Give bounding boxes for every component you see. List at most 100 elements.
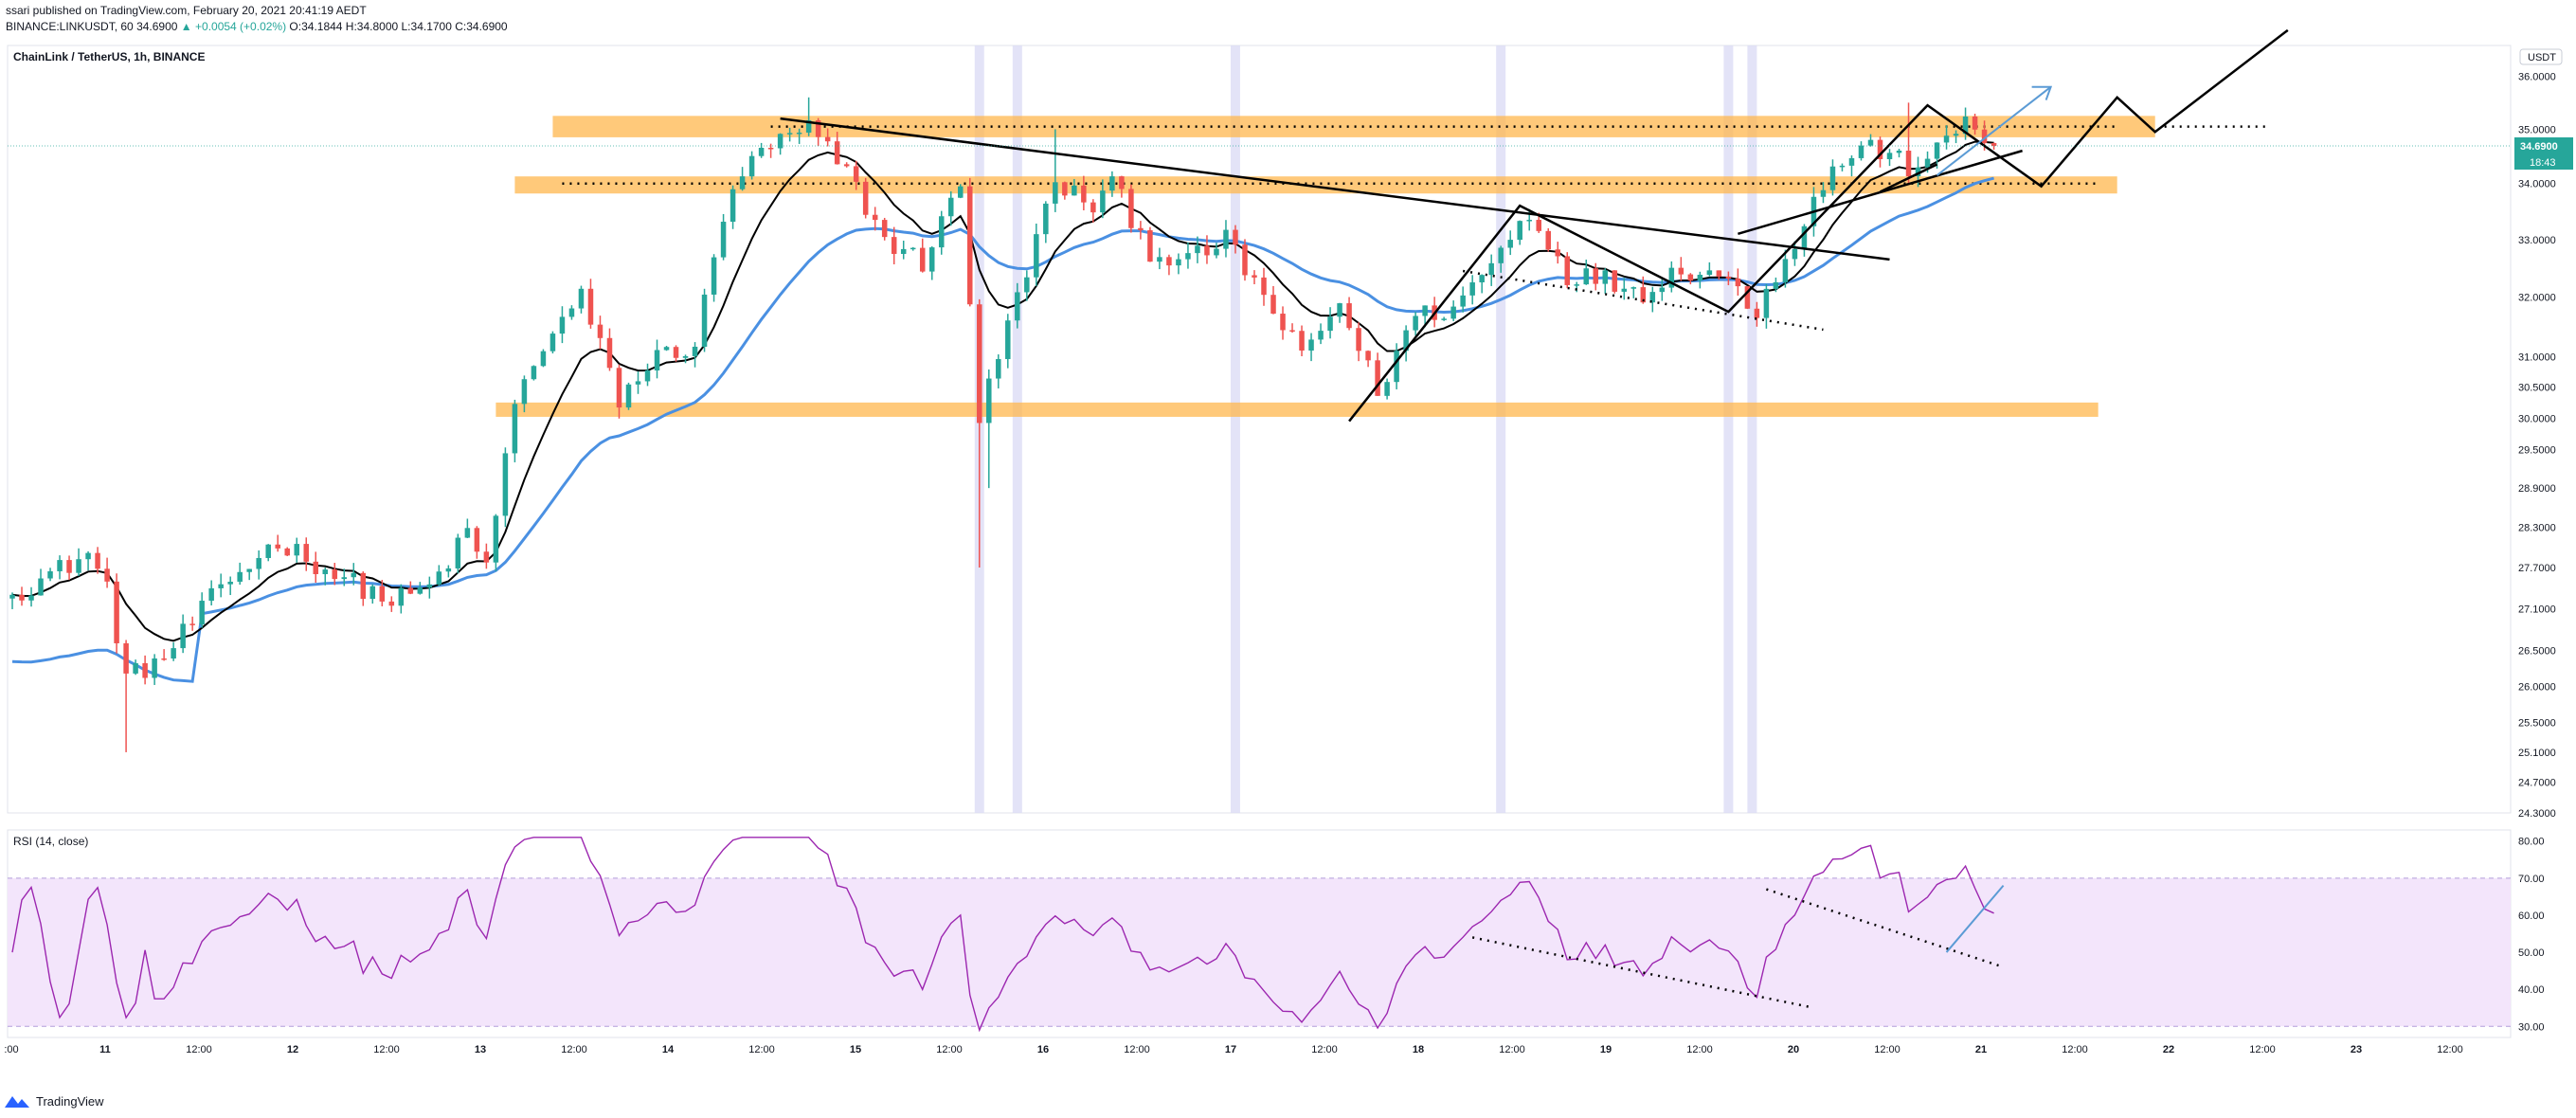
candle-192 — [1829, 159, 1836, 196]
candle-21 — [208, 580, 214, 606]
candle-body — [369, 586, 376, 600]
candle-127 — [1214, 243, 1219, 259]
candle-95 — [910, 246, 916, 251]
candle-1 — [19, 586, 25, 606]
price-tick-1: 35.0000 — [2518, 124, 2556, 135]
candle-body — [1517, 221, 1522, 241]
candle-125 — [1195, 236, 1200, 263]
candle-91 — [872, 207, 878, 231]
candle-116 — [1109, 171, 1115, 197]
candle-113 — [1081, 175, 1087, 210]
candle-44 — [426, 576, 433, 599]
candle-body — [483, 551, 490, 563]
candle-66 — [635, 371, 641, 394]
candle-26 — [256, 550, 261, 580]
time-tick-5: 13 — [475, 1044, 486, 1055]
candle-97 — [928, 246, 935, 280]
price-tick-0: 36.0000 — [2518, 72, 2556, 83]
candle-3 — [38, 568, 44, 596]
candle-177 — [1687, 273, 1694, 285]
candle-68 — [654, 339, 660, 379]
candle-body — [1072, 185, 1077, 196]
candle-130 — [1242, 239, 1248, 281]
candle-body — [455, 537, 461, 568]
candle-59 — [568, 305, 575, 320]
candle-90 — [862, 177, 869, 219]
time-tick-26: 12:00 — [2437, 1044, 2463, 1055]
candle-body — [1147, 230, 1153, 262]
candle-body — [104, 568, 110, 582]
candle-body — [682, 355, 689, 358]
zone-0 — [552, 116, 2155, 137]
candle-46 — [445, 565, 452, 578]
candle-87 — [834, 132, 840, 165]
candle-body — [123, 642, 129, 674]
symbol-label: BINANCE:LINKUSDT, 60 — [6, 20, 134, 33]
candle-132 — [1261, 267, 1267, 306]
rsi-tick-5: 30.00 — [2518, 1021, 2545, 1033]
price-tick-15: 25.5000 — [2518, 718, 2556, 730]
candle-body — [265, 544, 271, 558]
candle-body — [977, 304, 982, 424]
candle-16 — [161, 649, 167, 661]
candle-92 — [881, 217, 888, 241]
candle-body — [986, 378, 992, 424]
candle-body — [152, 658, 157, 678]
candle-body — [246, 568, 252, 572]
candle-body — [1166, 257, 1172, 266]
candle-body — [625, 384, 632, 408]
candle-112 — [1072, 178, 1077, 196]
candle-body — [1697, 275, 1703, 281]
candle-180 — [1716, 270, 1722, 280]
candle-body — [1972, 116, 1978, 130]
tradingview-logo[interactable]: TradingView — [4, 1091, 104, 1111]
candle-176 — [1678, 257, 1684, 281]
price-tick-10: 28.3000 — [2518, 523, 2556, 534]
candle-body — [1479, 275, 1485, 283]
candle-36 — [351, 563, 357, 586]
candle-body — [834, 141, 840, 165]
candle-103 — [986, 369, 992, 489]
candle-body — [1157, 257, 1162, 262]
candle-196 — [1867, 134, 1874, 147]
candle-body — [938, 216, 945, 248]
candle-body — [881, 220, 888, 238]
currency-button[interactable] — [2519, 48, 2563, 65]
candle-body — [502, 453, 509, 516]
price-pane — [7, 45, 2512, 814]
candle-body — [142, 662, 148, 678]
candle-body — [398, 587, 405, 606]
candle-184 — [1754, 301, 1760, 327]
candle-140 — [1337, 302, 1342, 323]
candle-body — [1991, 142, 1997, 146]
candle-106 — [1015, 282, 1020, 329]
candle-body — [388, 601, 395, 606]
candle-193 — [1839, 163, 1846, 171]
candle-186 — [1773, 277, 1779, 293]
candle-88 — [843, 162, 850, 168]
candle-154 — [1469, 275, 1475, 305]
price-tick-3: 33.0000 — [2518, 235, 2556, 246]
candle-body — [843, 164, 850, 167]
time-tick-6: 12:00 — [561, 1044, 587, 1055]
candle-body — [1659, 287, 1666, 293]
candle-39 — [379, 580, 386, 606]
candle-body — [171, 648, 176, 659]
candle-53 — [512, 399, 518, 462]
candle-body — [1441, 318, 1447, 320]
price-tick-9: 28.9000 — [2518, 483, 2556, 495]
candle-157 — [1498, 245, 1504, 273]
last-price-label: 34.6900 — [2520, 141, 2558, 153]
candle-73 — [701, 288, 708, 352]
candle-body — [1545, 230, 1551, 250]
candle-104 — [996, 354, 1001, 388]
candle-105 — [1005, 314, 1011, 369]
candle-175 — [1668, 261, 1675, 293]
candle-33 — [322, 567, 329, 586]
candle-134 — [1280, 306, 1286, 340]
time-tick-7: 14 — [662, 1044, 675, 1055]
candle-body — [1943, 135, 1950, 143]
candle-body — [587, 288, 594, 325]
candle-body — [1223, 229, 1229, 249]
